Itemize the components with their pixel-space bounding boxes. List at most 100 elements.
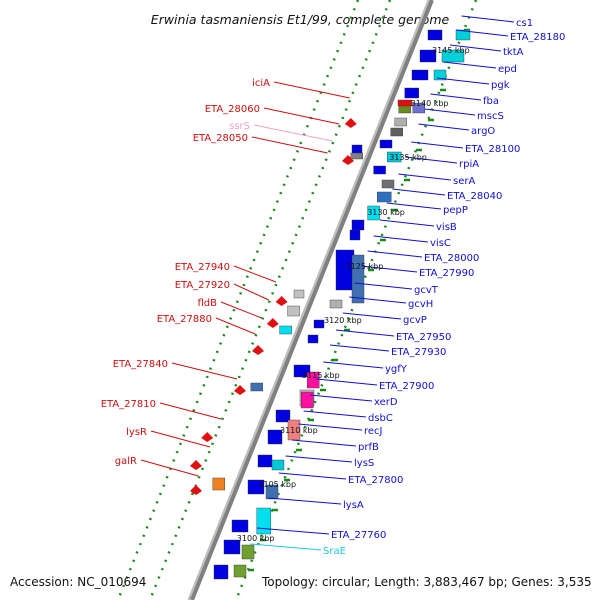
label-leader-lines	[140, 15, 515, 551]
kbp-tick-label: 3140 kbp	[411, 99, 449, 108]
right-leader-line	[424, 108, 476, 116]
right-leader-line	[323, 361, 384, 369]
gene-label: fba	[483, 96, 499, 107]
gene-label: gcvP	[403, 315, 427, 326]
feature-block	[213, 564, 229, 580]
feature-block	[233, 564, 247, 578]
gene-label: pgk	[491, 80, 510, 91]
right-leader-line	[379, 219, 435, 227]
red-arrow-marker	[252, 345, 264, 355]
left-leader-line	[253, 124, 333, 142]
feature-block	[404, 87, 419, 99]
gene-label: visB	[436, 222, 457, 233]
feature-block	[257, 454, 273, 468]
feature-block	[313, 319, 325, 329]
right-leader-line	[386, 202, 442, 210]
right-leader-line	[398, 173, 452, 181]
feature-block	[349, 229, 361, 241]
gene-label: visC	[430, 238, 451, 249]
gene-label: fldB	[197, 298, 217, 309]
left-leader-line	[140, 459, 199, 477]
gene-label: iciA	[252, 78, 270, 89]
feature-block	[351, 144, 363, 154]
gene-label: lysR	[126, 427, 147, 438]
gene-label: ETA_27900	[379, 381, 434, 392]
feature-block	[293, 364, 311, 378]
feature-block	[373, 165, 386, 175]
feature-block	[394, 117, 407, 127]
feature-block	[223, 539, 241, 555]
feature-block	[247, 479, 265, 495]
right-leader-line	[329, 344, 390, 352]
gene-label: ETA_28180	[510, 32, 565, 43]
right-leader-line	[443, 61, 497, 69]
gene-label: cs1	[516, 18, 533, 29]
feature-block	[307, 334, 319, 344]
genome-backbone	[187, 0, 434, 600]
gene-label: ETA_27950	[396, 332, 451, 343]
right-leader-line	[309, 394, 373, 402]
feature-block	[351, 219, 365, 231]
right-leader-line	[250, 543, 322, 551]
feature-block	[250, 382, 264, 392]
feature-block	[379, 139, 393, 149]
gene-label: xerD	[374, 397, 398, 408]
feature-block	[329, 299, 343, 309]
right-leader-line	[373, 235, 429, 243]
gene-label: ETA_28000	[424, 253, 479, 264]
dotted-line-1	[116, 0, 360, 600]
right-leader-line	[455, 29, 509, 37]
right-leader-line	[291, 439, 357, 447]
feature-block	[411, 69, 429, 81]
right-leader-line	[367, 250, 423, 258]
backbone-shadow	[187, 0, 431, 600]
right-leader-line	[361, 265, 418, 273]
right-leader-line	[285, 455, 353, 463]
right-leader-line	[278, 472, 347, 480]
gene-label: ETA_27920	[175, 280, 230, 291]
left-leader-line	[215, 317, 256, 335]
left-leader-line	[159, 402, 222, 420]
right-leader-line	[349, 296, 407, 304]
feature-block	[267, 429, 283, 445]
right-leader-line	[268, 497, 342, 505]
gene-label: serA	[453, 176, 475, 187]
left-leader-line	[171, 362, 238, 380]
feature-block	[350, 152, 363, 160]
gene-label: dsbC	[368, 413, 393, 424]
right-leader-line	[303, 410, 367, 418]
gene-label: ETA_28060	[205, 104, 260, 115]
left-leader-line	[233, 283, 270, 301]
gene-label: ETA_27840	[113, 359, 168, 370]
right-leader-line	[316, 378, 378, 386]
kbp-tick-label: 3120 kbp	[324, 316, 362, 325]
left-leader-line	[263, 107, 340, 125]
gene-label: ygfY	[385, 364, 408, 375]
gene-label: ETA_28050	[193, 133, 248, 144]
left-leader-line	[273, 81, 350, 99]
gene-label: lysA	[343, 500, 364, 511]
gene-label: gcvT	[414, 285, 439, 296]
right-leader-line	[335, 329, 395, 337]
gene-label: ETA_28100	[465, 144, 520, 155]
right-leader-line	[405, 156, 458, 164]
gene-label: epd	[498, 64, 517, 75]
gene-label: ssrS	[229, 121, 250, 132]
red-arrow-marker	[344, 118, 357, 128]
gene-label: argO	[471, 126, 495, 137]
right-leader-line	[354, 282, 413, 290]
right-leader-line	[411, 141, 464, 149]
kbp-tick-label: 3110 kbp	[280, 426, 318, 435]
gene-label: gcvH	[408, 299, 433, 310]
red-arrow-marker	[201, 432, 214, 442]
gene-label: ETA_27880	[157, 314, 212, 325]
gene-label: ETA_27810	[101, 399, 156, 410]
right-leader-line	[449, 44, 502, 52]
feature-block	[275, 409, 291, 423]
kbp-tick-label: 3100 kbp	[237, 534, 275, 543]
gene-label: ETA_27760	[331, 530, 386, 541]
right-leader-line	[418, 123, 470, 131]
right-leader-line	[342, 312, 402, 320]
gene-label: recJ	[364, 426, 383, 437]
